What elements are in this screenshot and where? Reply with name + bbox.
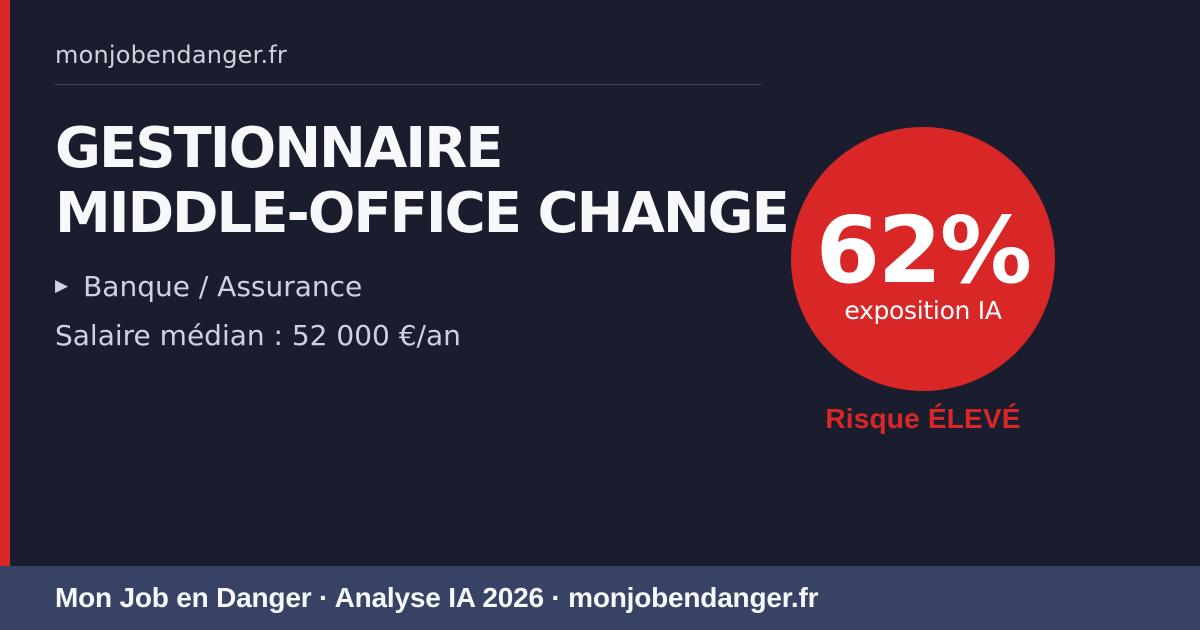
job-title: GESTIONNAIRE MIDDLE-OFFICE CHANGE <box>55 116 795 246</box>
header-divider <box>55 84 761 85</box>
sector-row: ▶ Banque / Assurance <box>55 270 795 303</box>
exposure-percent: 62% <box>815 196 1032 304</box>
triangle-bullet-icon: ▶ <box>55 276 69 296</box>
footer-text: Mon Job en Danger · Analyse IA 2026 · mo… <box>55 582 819 613</box>
exposure-label: exposition IA <box>844 296 1002 326</box>
exposure-circle: 62% exposition IA <box>791 127 1055 391</box>
job-title-line-1: GESTIONNAIRE <box>55 116 503 181</box>
main-content: monjobendanger.fr GESTIONNAIRE MIDDLE-OF… <box>55 0 795 352</box>
job-title-line-2: MIDDLE-OFFICE CHANGE <box>55 181 790 246</box>
footer-bar: Mon Job en Danger · Analyse IA 2026 · mo… <box>0 566 1200 630</box>
left-accent-bar <box>0 0 10 566</box>
risk-level-label: Risque ÉLEVÉ <box>825 403 1021 434</box>
salary-label: Salaire médian : 52 000 €/an <box>55 319 461 352</box>
site-domain: monjobendanger.fr <box>55 41 287 69</box>
sector-label: Banque / Assurance <box>83 270 363 303</box>
